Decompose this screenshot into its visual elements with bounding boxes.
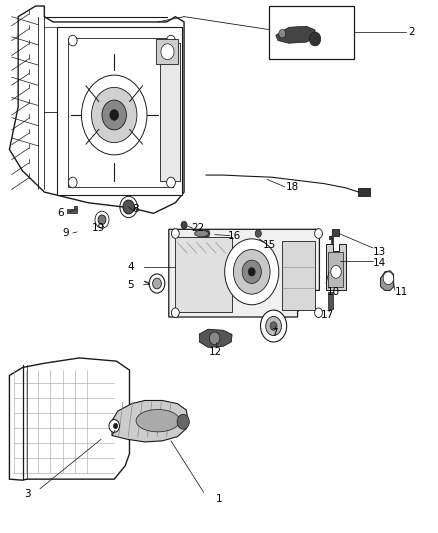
Bar: [160, 43, 180, 181]
Bar: [155, 39, 178, 64]
Circle shape: [383, 272, 394, 285]
Ellipse shape: [136, 409, 180, 432]
Circle shape: [123, 200, 134, 214]
Text: 2: 2: [409, 27, 415, 37]
Circle shape: [314, 229, 322, 238]
Circle shape: [209, 332, 220, 345]
Text: 6: 6: [58, 208, 64, 219]
Circle shape: [279, 29, 286, 38]
Polygon shape: [326, 244, 346, 290]
Circle shape: [171, 308, 179, 318]
Polygon shape: [10, 6, 184, 213]
Text: 19: 19: [92, 223, 106, 233]
Circle shape: [81, 75, 147, 155]
Circle shape: [171, 229, 179, 238]
Bar: [328, 252, 343, 287]
Polygon shape: [112, 400, 187, 442]
Polygon shape: [329, 229, 339, 239]
Bar: [328, 292, 332, 309]
Text: 9: 9: [63, 228, 70, 238]
Bar: [68, 38, 173, 187]
Circle shape: [225, 239, 279, 305]
Circle shape: [68, 35, 77, 46]
Circle shape: [149, 274, 165, 293]
Circle shape: [102, 100, 127, 130]
Circle shape: [161, 44, 174, 60]
Circle shape: [98, 215, 106, 224]
Polygon shape: [169, 229, 319, 317]
Text: 8: 8: [132, 204, 138, 214]
Text: 10: 10: [327, 287, 340, 297]
Text: 14: 14: [373, 259, 386, 268]
Text: 12: 12: [209, 346, 222, 357]
Text: 3: 3: [25, 489, 31, 499]
Circle shape: [266, 317, 282, 336]
Text: 17: 17: [321, 310, 334, 320]
Circle shape: [109, 419, 120, 432]
Bar: [358, 188, 370, 196]
Circle shape: [166, 177, 175, 188]
Text: 22: 22: [191, 223, 205, 233]
Circle shape: [113, 423, 118, 429]
Circle shape: [314, 308, 322, 318]
Bar: [269, 6, 354, 59]
Circle shape: [309, 32, 321, 46]
Circle shape: [270, 322, 277, 330]
Text: 18: 18: [286, 182, 299, 192]
Circle shape: [166, 35, 175, 46]
Text: 11: 11: [395, 287, 408, 297]
Bar: [175, 237, 232, 312]
Circle shape: [181, 221, 187, 229]
Circle shape: [177, 414, 189, 429]
Text: 1: 1: [215, 494, 223, 504]
Polygon shape: [10, 358, 130, 480]
Polygon shape: [381, 271, 394, 290]
Text: 15: 15: [263, 240, 276, 250]
Circle shape: [110, 110, 119, 120]
Text: 5: 5: [127, 280, 134, 289]
Circle shape: [233, 249, 270, 294]
Circle shape: [248, 268, 255, 276]
Circle shape: [331, 265, 341, 278]
Circle shape: [242, 260, 261, 284]
Polygon shape: [67, 206, 77, 213]
Text: 13: 13: [373, 247, 386, 256]
Circle shape: [68, 177, 77, 188]
Ellipse shape: [194, 230, 208, 237]
Text: 7: 7: [272, 328, 278, 338]
Circle shape: [261, 310, 287, 342]
Polygon shape: [333, 258, 340, 264]
Polygon shape: [199, 329, 232, 348]
Polygon shape: [276, 26, 315, 43]
Circle shape: [204, 230, 210, 237]
Circle shape: [152, 278, 161, 289]
Bar: [283, 241, 315, 310]
Text: 16: 16: [228, 231, 241, 241]
Circle shape: [92, 87, 137, 143]
Text: 4: 4: [127, 262, 134, 271]
Bar: [57, 27, 182, 195]
Circle shape: [255, 230, 261, 237]
